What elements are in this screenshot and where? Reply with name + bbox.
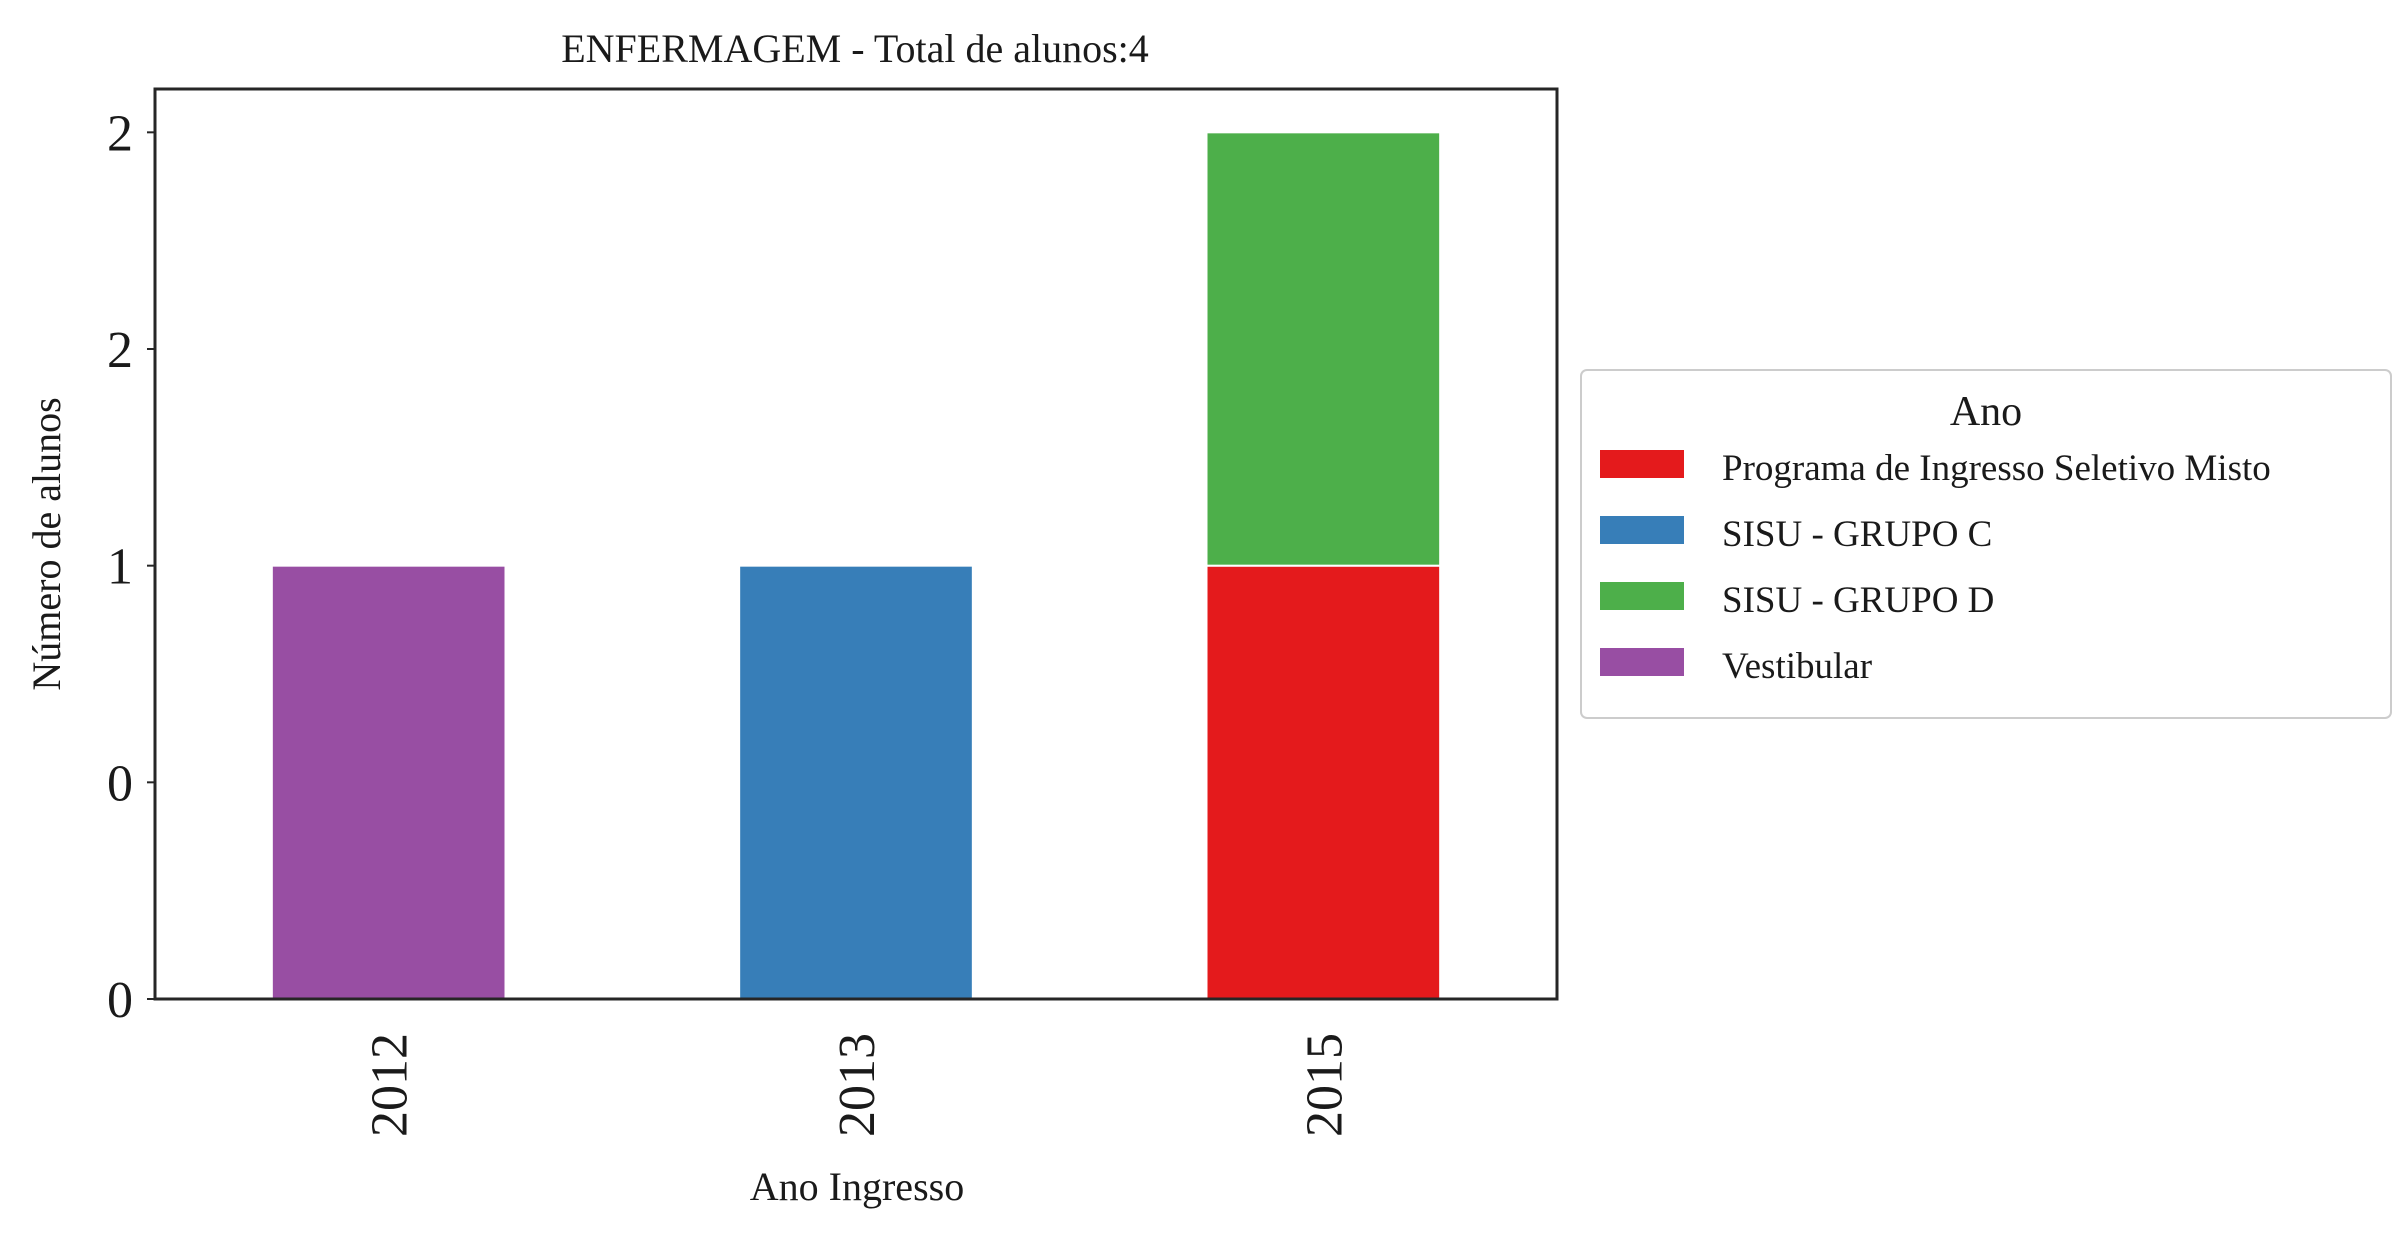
x-axis-ticks: 2012 2013 2015 xyxy=(362,1033,1354,1137)
legend-swatch xyxy=(1600,582,1684,610)
legend: Ano Programa de Ingresso Seletivo Misto S… xyxy=(1580,369,2392,719)
legend-swatch xyxy=(1600,648,1684,676)
y-tick-label: 2 xyxy=(107,322,133,379)
x-tick-label: 2015 xyxy=(1296,1033,1353,1137)
legend-title: Ano xyxy=(1950,389,2022,435)
y-axis-label: Número de alunos xyxy=(24,397,69,690)
legend-label: SISU - GRUPO D xyxy=(1722,580,1994,621)
legend-frame xyxy=(1580,369,2392,719)
legend-label: Vestibular xyxy=(1722,646,1872,687)
bar-2012-series-3 xyxy=(270,564,507,1001)
bar-2015-series-0 xyxy=(1205,564,1442,1001)
legend-label: Programa de Ingresso Seletivo Misto xyxy=(1722,448,2271,489)
x-axis-label: Ano Ingresso xyxy=(750,1164,964,1209)
legend-label: SISU - GRUPO C xyxy=(1722,514,1992,555)
x-tick-label: 2013 xyxy=(829,1033,886,1137)
chart-title: ENFERMAGEM - Total de alunos:4 xyxy=(561,26,1149,71)
legend-swatch xyxy=(1600,450,1684,478)
legend-swatch xyxy=(1600,516,1684,544)
y-tick-label: 1 xyxy=(107,539,133,596)
y-tick-label: 0 xyxy=(107,972,133,1029)
y-tick-label: 2 xyxy=(107,105,133,162)
bar-2013-series-1 xyxy=(738,564,974,1001)
y-tick-label: 0 xyxy=(107,755,133,812)
bar-2015-series-2 xyxy=(1205,131,1442,567)
x-tick-label: 2012 xyxy=(362,1033,419,1137)
legend-items: Programa de Ingresso Seletivo Misto SISU … xyxy=(1600,448,2271,687)
y-axis-ticks: 0 0 1 2 2 xyxy=(107,105,155,1029)
plot-frame xyxy=(153,87,1559,1001)
bars xyxy=(270,131,1442,1001)
